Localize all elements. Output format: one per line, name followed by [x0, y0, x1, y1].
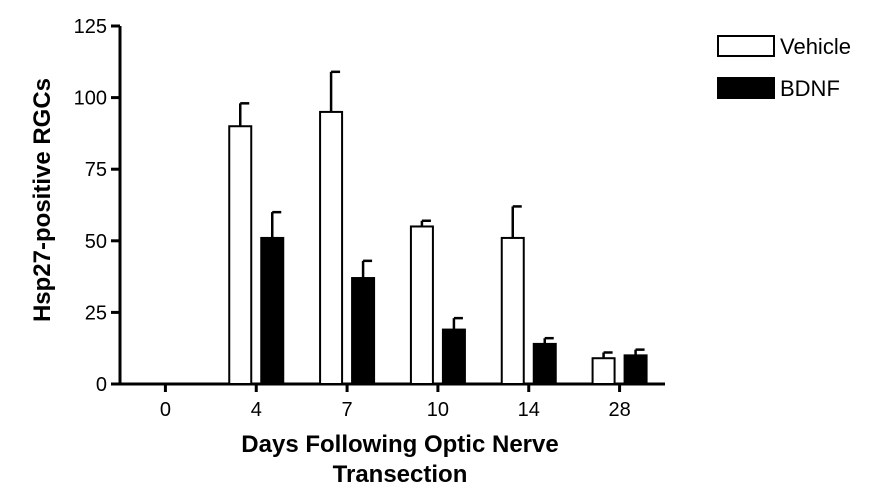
bar-bdnf-10 — [441, 328, 466, 386]
bar-vehicle-10 — [409, 225, 434, 385]
x-tick-label: 10 — [427, 399, 449, 421]
y-tick-label: 75 — [85, 159, 107, 181]
y-tick-label: 50 — [85, 231, 107, 253]
y-axis-title: Hsp27-positive RGCs — [29, 78, 56, 322]
legend-swatch-vehicle — [717, 35, 775, 57]
bar-bdnf-4 — [260, 236, 285, 385]
x-tick-label: 4 — [251, 399, 262, 421]
x-tick-label: 14 — [518, 399, 540, 421]
bar-vehicle-28 — [591, 357, 616, 385]
bar-bdnf-7 — [351, 277, 376, 386]
bar-bdnf-14 — [532, 342, 557, 385]
legend-label-bdnf: BDNF — [780, 76, 840, 101]
x-tick-label: 7 — [342, 399, 353, 421]
y-tick-label: 0 — [96, 374, 107, 396]
bar-vehicle-4 — [228, 125, 253, 386]
bar-vehicle-7 — [319, 110, 344, 385]
x-tick-label: 28 — [608, 399, 630, 421]
bar-bdnf-28 — [623, 354, 648, 385]
x-tick-label: 0 — [160, 399, 171, 421]
bars — [228, 70, 648, 386]
x-axis-title-line-1: Days Following Optic Nerve — [241, 431, 558, 458]
bar-vehicle-14 — [500, 236, 525, 385]
x-axis-title-line-2: Transection — [333, 461, 468, 488]
y-tick-label: 100 — [74, 88, 107, 110]
y-tick-label: 25 — [85, 302, 107, 324]
legend-label-vehicle: Vehicle — [780, 34, 851, 59]
legend: Vehicle BDNF — [717, 34, 851, 101]
x-axis: 0 4 7 10 14 28 — [120, 382, 665, 421]
legend-swatch-bdnf — [717, 77, 775, 99]
y-tick-label: 125 — [74, 16, 107, 38]
y-axis: 0 25 50 75 100 125 — [74, 16, 122, 396]
